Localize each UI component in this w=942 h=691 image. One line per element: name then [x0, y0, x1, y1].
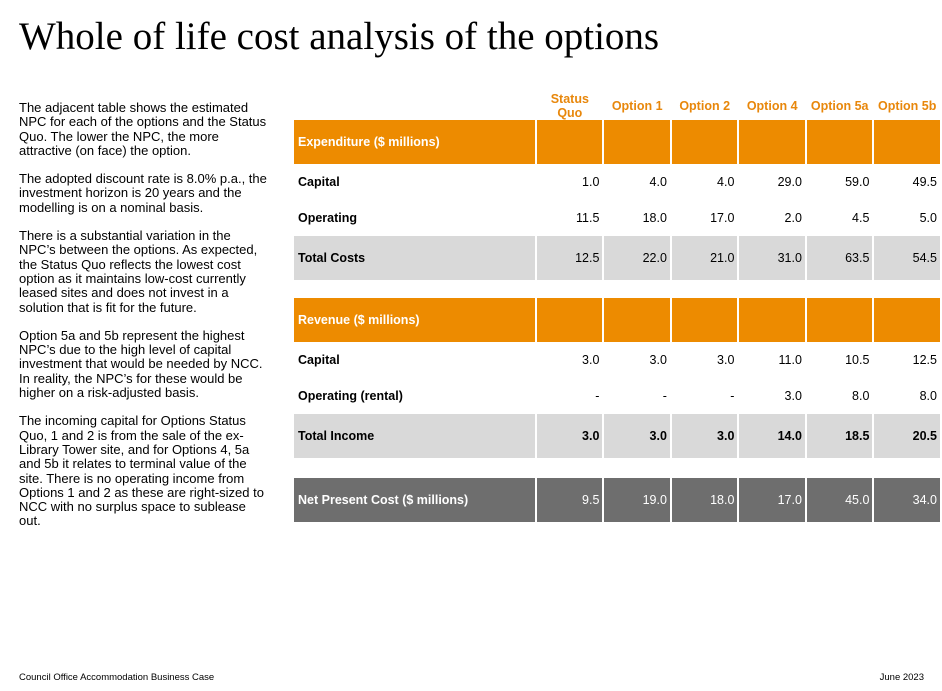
row-label: Total Costs	[294, 236, 536, 280]
spacer-row	[294, 458, 940, 478]
cell: 9.5	[537, 478, 603, 522]
cell: 49.5	[912, 175, 937, 189]
cell: 18.0	[671, 478, 738, 522]
cell: 17.0	[710, 211, 735, 225]
expenditure-section-row: Expenditure ($ millions)	[294, 120, 940, 164]
cell: 3.0	[537, 414, 603, 458]
cell: 5.0	[919, 211, 937, 225]
cell: 3.0	[671, 414, 738, 458]
row-label: Net Present Cost ($ millions)	[294, 478, 536, 522]
cell: 54.5	[874, 236, 940, 280]
cell: 3.0	[604, 414, 670, 458]
cell: 18.5	[806, 414, 873, 458]
cell: 59.0	[845, 175, 870, 189]
paragraph: There is a substantial variation in the …	[19, 228, 258, 315]
cell: 3.0	[784, 389, 802, 403]
cell: 17.0	[739, 478, 805, 522]
cell: 12.5	[912, 353, 937, 367]
column-header-option-2: Option 2	[679, 99, 731, 113]
table-row: Operating (rental) - - - 3.0 8.0 8.0	[294, 378, 940, 414]
paragraph: The incoming capital for Options Status …	[19, 413, 264, 529]
cell: 4.0	[717, 175, 735, 189]
cell: 10.5	[845, 353, 870, 367]
header-blank	[294, 92, 535, 120]
cell: 19.0	[604, 478, 670, 522]
cell: 4.5	[852, 211, 870, 225]
cell: -	[595, 389, 600, 403]
cell: 34.0	[874, 478, 940, 522]
column-header-status-quo: Status Quo	[550, 92, 589, 120]
cell: 12.5	[537, 236, 603, 280]
total-costs-row: Total Costs 12.5 22.0 21.0 31.0 63.5 54.…	[294, 236, 940, 280]
column-header-option-4: Option 4	[746, 99, 798, 113]
total-income-row: Total Income 3.0 3.0 3.0 14.0 18.5 20.5	[294, 414, 940, 458]
table-row: Capital 3.0 3.0 3.0 11.0 10.5 12.5	[294, 342, 940, 378]
cell: 20.5	[874, 414, 940, 458]
cell: 45.0	[806, 478, 873, 522]
paragraph: The adopted discount rate is 8.0% p.a., …	[19, 171, 267, 215]
cost-table: Status Quo Option 1 Option 2 Option 4 Op…	[292, 92, 942, 522]
row-label: Capital	[298, 353, 340, 367]
net-present-cost-row: Net Present Cost ($ millions) 9.5 19.0 1…	[294, 478, 940, 522]
row-label: Total Income	[294, 414, 536, 458]
cell: 29.0	[777, 175, 802, 189]
paragraph: Option 5a and 5b represent the highest N…	[19, 327, 263, 401]
cell: 31.0	[739, 236, 805, 280]
cell: 2.0	[784, 211, 802, 225]
cell: 8.0	[919, 389, 937, 403]
footer-document-name: Council Office Accommodation Business Ca…	[19, 672, 215, 683]
cell: 3.0	[582, 353, 600, 367]
row-label: Operating	[298, 211, 358, 225]
cell: 4.0	[649, 175, 667, 189]
cell: 18.0	[642, 211, 667, 225]
table-row: Capital 1.0 4.0 4.0 29.0 59.0 49.5	[294, 164, 940, 200]
cell: 3.0	[717, 353, 735, 367]
revenue-section-row: Revenue ($ millions)	[294, 298, 940, 342]
description-text: The adjacent table shows the estimated N…	[19, 100, 269, 543]
cell: -	[662, 389, 667, 403]
cell: 3.0	[649, 353, 667, 367]
cell: 11.5	[576, 211, 600, 225]
cell: 21.0	[671, 236, 738, 280]
footer-date: June 2023	[879, 672, 924, 683]
cell: -	[730, 389, 735, 403]
cell: 8.0	[852, 389, 870, 403]
table-row: Operating 11.5 18.0 17.0 2.0 4.5 5.0	[294, 200, 940, 236]
table-header-row: Status Quo Option 1 Option 2 Option 4 Op…	[294, 92, 940, 120]
paragraph: The adjacent table shows the estimated N…	[19, 100, 267, 158]
row-label: Capital	[298, 175, 340, 189]
row-label: Operating (rental)	[298, 389, 403, 403]
column-header-option-1: Option 1	[611, 99, 663, 113]
spacer-row	[294, 280, 940, 298]
expenditure-label: Expenditure ($ millions)	[294, 120, 536, 164]
cell: 63.5	[806, 236, 873, 280]
revenue-label: Revenue ($ millions)	[294, 298, 536, 342]
cell: 14.0	[739, 414, 805, 458]
column-header-option-5a: Option 5a	[810, 99, 869, 113]
cell: 1.0	[582, 175, 600, 189]
column-header-option-5b: Option 5b	[878, 99, 937, 113]
cell: 11.0	[778, 353, 802, 367]
cell: 22.0	[604, 236, 670, 280]
page-title: Whole of life cost analysis of the optio…	[19, 15, 660, 58]
